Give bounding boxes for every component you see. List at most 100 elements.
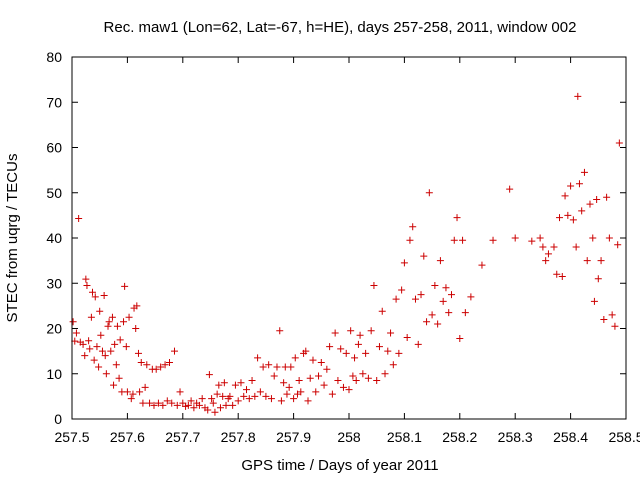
data-point xyxy=(267,395,275,403)
data-point xyxy=(561,192,569,200)
data-point xyxy=(176,388,184,396)
data-point xyxy=(417,291,425,299)
data-point xyxy=(83,282,91,290)
data-points xyxy=(69,92,623,416)
data-point xyxy=(283,390,291,398)
data-point xyxy=(453,214,461,222)
data-point xyxy=(326,343,334,351)
x-tick-label: 257.8 xyxy=(221,429,256,445)
chart-title: Rec. maw1 (Lon=62, Lat=-67, h=HE), days … xyxy=(104,19,577,36)
data-point xyxy=(100,291,108,299)
data-point xyxy=(91,293,99,301)
data-point xyxy=(409,223,417,231)
data-point xyxy=(593,196,601,204)
data-point xyxy=(354,340,362,348)
data-point xyxy=(184,401,192,409)
data-point xyxy=(134,349,142,357)
data-point xyxy=(81,352,89,360)
data-point xyxy=(349,372,357,380)
data-point xyxy=(398,286,406,294)
data-point xyxy=(347,327,355,335)
data-point xyxy=(395,349,403,357)
data-point xyxy=(277,397,285,405)
data-point xyxy=(375,343,383,351)
data-point xyxy=(262,392,270,400)
y-tick-label: 30 xyxy=(46,275,62,291)
data-point xyxy=(431,282,439,290)
data-point xyxy=(569,216,577,224)
data-point xyxy=(511,234,519,242)
data-point xyxy=(139,399,147,407)
data-point xyxy=(163,397,171,405)
data-point xyxy=(295,377,303,385)
data-point xyxy=(575,180,583,188)
data-point xyxy=(270,372,278,380)
data-point xyxy=(312,388,320,396)
data-point xyxy=(122,343,130,351)
data-point xyxy=(536,234,544,242)
data-point xyxy=(150,401,158,409)
data-point xyxy=(166,358,174,366)
data-point xyxy=(161,361,169,369)
data-point xyxy=(539,243,547,251)
data-point xyxy=(478,261,486,269)
data-point xyxy=(611,322,619,330)
data-point xyxy=(320,381,328,389)
data-point xyxy=(195,401,203,409)
data-point xyxy=(215,381,223,389)
data-point xyxy=(69,318,77,326)
data-point xyxy=(220,379,228,387)
data-point xyxy=(406,236,414,244)
data-point xyxy=(97,331,105,339)
x-tick-label: 257.5 xyxy=(54,429,89,445)
data-point xyxy=(75,215,83,223)
data-point xyxy=(173,401,181,409)
data-point xyxy=(352,377,360,385)
data-point xyxy=(111,340,119,348)
x-tick-label: 258.5 xyxy=(608,429,640,445)
data-point xyxy=(342,349,350,357)
data-point xyxy=(542,257,550,265)
x-tick-label: 258.4 xyxy=(553,429,588,445)
data-point xyxy=(356,331,364,339)
data-point xyxy=(234,397,242,405)
data-point xyxy=(317,358,325,366)
data-point xyxy=(133,302,141,310)
data-point xyxy=(231,381,239,389)
data-point xyxy=(254,354,262,362)
data-point xyxy=(436,257,444,265)
data-point xyxy=(556,214,564,222)
data-point xyxy=(276,327,284,335)
data-point xyxy=(608,311,616,319)
data-point xyxy=(450,236,458,244)
x-tick-label: 257.7 xyxy=(165,429,200,445)
data-point xyxy=(387,329,395,337)
data-point xyxy=(459,236,467,244)
data-point xyxy=(447,291,455,299)
data-point xyxy=(115,374,123,382)
data-point xyxy=(132,325,140,332)
data-point xyxy=(362,349,370,357)
data-point xyxy=(209,399,217,407)
y-tick-label: 70 xyxy=(46,94,62,110)
data-point xyxy=(205,371,213,379)
data-point xyxy=(461,309,469,317)
data-point xyxy=(208,395,216,403)
data-point xyxy=(125,313,133,321)
data-point xyxy=(425,189,433,197)
data-point xyxy=(594,275,602,283)
data-point xyxy=(157,363,165,371)
data-point xyxy=(226,392,234,400)
data-point xyxy=(578,207,586,215)
data-point xyxy=(90,356,98,364)
data-point xyxy=(467,293,475,301)
data-point xyxy=(456,334,464,342)
data-point xyxy=(96,307,104,315)
data-point xyxy=(280,379,288,387)
data-point xyxy=(302,347,310,355)
data-point xyxy=(304,397,312,405)
data-point xyxy=(95,363,103,371)
data-point xyxy=(187,397,195,405)
y-tick-label: 60 xyxy=(46,140,62,156)
data-point xyxy=(315,372,323,380)
